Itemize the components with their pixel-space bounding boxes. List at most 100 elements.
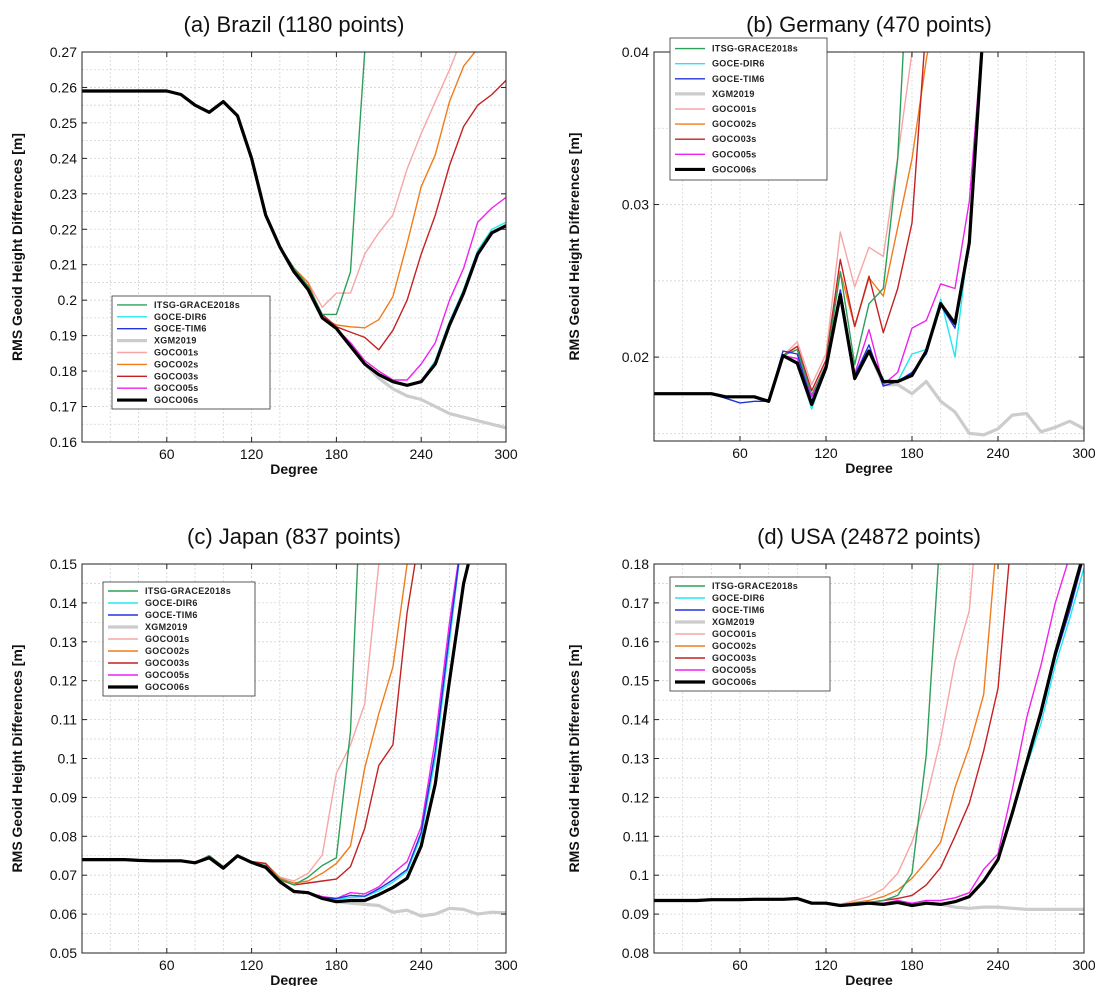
x-tick-label: 180 [325, 446, 349, 462]
y-axis-label: RMS Geoid Height Differences [m] [566, 645, 582, 873]
legend-label: GOCO06s [145, 682, 190, 692]
y-tick-label: 0.22 [50, 221, 77, 237]
y-tick-label: 0.15 [622, 673, 649, 689]
chart-panel-germany: 60 120 180 240 300 0.02 0.03 0.04 (b) Germany (4… [566, 12, 1095, 476]
legend-label: GOCO06s [154, 395, 199, 405]
y-tick-label: 0.05 [50, 945, 77, 961]
x-tick-label: 60 [732, 445, 748, 461]
y-tick-label: 0.09 [622, 906, 649, 922]
y-tick-label: 0.2 [58, 292, 78, 308]
legend-label: GOCO01s [712, 629, 757, 639]
legend-label: ITSG-GRACE2018s [145, 586, 231, 596]
legend-label: GOCE-DIR6 [145, 598, 198, 608]
x-tick-label: 180 [900, 957, 924, 973]
x-tick-label: 300 [494, 446, 518, 462]
y-axis-label: RMS Geoid Height Differences [m] [9, 133, 25, 361]
y-tick-label: 0.21 [50, 257, 77, 273]
x-tick-label: 60 [159, 957, 175, 973]
y-tick-label: 0.08 [50, 828, 77, 844]
legend-label: GOCO02s [712, 119, 757, 129]
chart-panel-usa: 60 120 180 240 300 0.08 0.09 0.1 0.11 0.12 0.13 0.1… [566, 524, 1095, 986]
y-tick-label: 0.03 [622, 197, 649, 213]
y-tick-label: 0.13 [50, 634, 77, 650]
legend-label: GOCO06s [712, 164, 757, 174]
chart-title: (d) USA (24872 points) [757, 524, 981, 549]
y-tick-label: 0.16 [622, 634, 649, 650]
x-tick-label: 240 [410, 446, 434, 462]
legend-label: GOCE-DIR6 [712, 593, 765, 603]
y-tick-label: 0.14 [622, 712, 649, 728]
y-tick-label: 0.1 [630, 867, 650, 883]
x-axis-label: Degree [845, 460, 893, 476]
y-tick-label: 0.19 [50, 328, 77, 344]
legend-label: GOCO01s [145, 634, 190, 644]
series-group [82, 52, 506, 430]
plot-frame [653, 51, 1085, 442]
x-tick-label: 180 [900, 445, 924, 461]
legend-label: GOCE-DIR6 [712, 59, 765, 69]
legend-label: GOCO03s [154, 371, 199, 381]
legend-label: GOCO05s [712, 665, 757, 675]
y-tick-label: 0.11 [51, 712, 77, 728]
plot-frame [81, 51, 507, 443]
legend-label: GOCO01s [154, 348, 199, 358]
legend: ITSG-GRACE2018s GOCE-DIR6 GOCE-TIM6 XGM2019… [669, 576, 831, 692]
legend-label: GOCO03s [712, 134, 757, 144]
legend-label: GOCO02s [712, 641, 757, 651]
legend: ITSG-GRACE2018s GOCE-DIR6 GOCE-TIM6 XGM2019… [669, 37, 828, 181]
y-tick-label: 0.04 [622, 44, 649, 60]
x-tick-label: 300 [494, 957, 518, 973]
x-tick-label: 120 [240, 446, 264, 462]
y-tick-label: 0.18 [622, 556, 649, 572]
y-tick-label: 0.12 [622, 789, 649, 805]
y-tick-label: 0.13 [622, 751, 649, 767]
legend-label: GOCO05s [145, 670, 190, 680]
legend: ITSG-GRACE2018s GOCE-DIR6 GOCE-TIM6 XGM2019… [111, 295, 271, 410]
y-tick-label: 0.09 [50, 789, 77, 805]
y-tick-label: 0.07 [50, 867, 77, 883]
series-group [82, 564, 506, 918]
x-tick-label: 240 [986, 445, 1010, 461]
legend-label: GOCE-DIR6 [154, 312, 207, 322]
legend-label: XGM2019 [154, 336, 197, 346]
x-tick-label: 240 [410, 957, 434, 973]
legend-label: GOCO03s [145, 658, 190, 668]
y-tick-label: 0.17 [622, 595, 649, 611]
legend-label: GOCE-TIM6 [154, 324, 207, 334]
series-line-goco06s [654, 564, 1083, 908]
chart-panel-brazil: 60 120 180 240 300 0.16 0.17 0.18 0.19 0.2 0.21 0.2… [9, 12, 518, 477]
x-tick-label: 180 [325, 957, 349, 973]
y-tick-label: 0.27 [50, 44, 77, 60]
legend-label: GOCO03s [712, 653, 757, 663]
x-tick-label: 60 [159, 446, 175, 462]
legend-label: XGM2019 [712, 617, 755, 627]
x-tick-label: 300 [1072, 957, 1095, 973]
y-axis-label: RMS Geoid Height Differences [m] [9, 645, 25, 873]
legend-label: XGM2019 [712, 89, 755, 99]
y-tick-label: 0.24 [50, 150, 77, 166]
legend: ITSG-GRACE2018s GOCE-DIR6 GOCE-TIM6 XGM2019… [102, 581, 256, 697]
legend-label: ITSG-GRACE2018s [712, 44, 798, 54]
series-group [654, 52, 1084, 437]
legend-label: GOCO02s [154, 359, 199, 369]
x-axis-label: Degree [270, 461, 318, 477]
x-tick-label: 120 [240, 957, 264, 973]
y-tick-label: 0.08 [622, 945, 649, 961]
y-tick-label: 0.14 [50, 595, 77, 611]
y-tick-label: 0.16 [50, 434, 77, 450]
x-axis-label: Degree [845, 972, 893, 986]
y-tick-label: 0.1 [58, 751, 78, 767]
y-tick-label: 0.02 [622, 349, 649, 365]
chart-panel-japan: 60 120 180 240 300 0.05 0.06 0.07 0.08 0.09 0.1 0.1… [9, 524, 518, 986]
legend-label: ITSG-GRACE2018s [154, 300, 240, 310]
series-group [654, 564, 1084, 911]
x-tick-label: 120 [814, 445, 838, 461]
series-line-goco06s [654, 52, 984, 406]
legend-label: GOCO02s [145, 646, 190, 656]
x-tick-label: 120 [814, 957, 838, 973]
legend-label: XGM2019 [145, 622, 188, 632]
y-tick-label: 0.12 [50, 673, 77, 689]
chart-title: (c) Japan (837 points) [187, 524, 401, 549]
x-tick-label: 300 [1072, 445, 1095, 461]
legend-label: GOCO01s [712, 104, 757, 114]
